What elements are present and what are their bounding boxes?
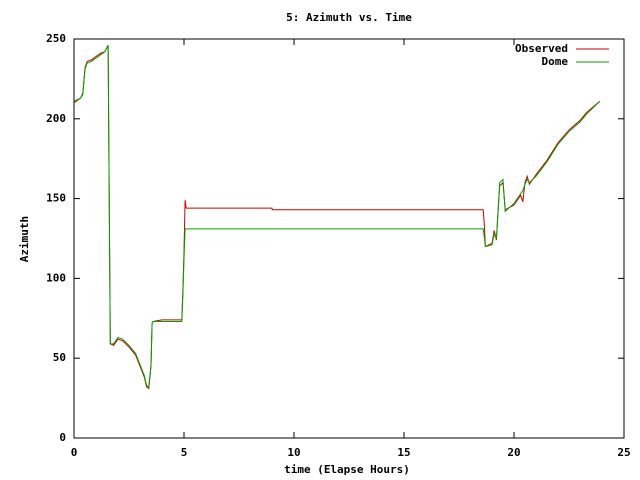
y-tick-label: 150 <box>46 192 66 205</box>
x-tick-label: 25 <box>617 446 630 459</box>
x-axis-label: time (Elapse Hours) <box>284 463 410 476</box>
series-line <box>73 45 601 388</box>
legend-label: Dome <box>542 55 569 68</box>
x-tick-label: 15 <box>397 446 410 459</box>
plot-border <box>73 38 625 439</box>
x-tick-label: 5 <box>181 446 188 459</box>
y-tick-label: 200 <box>46 112 66 125</box>
y-tick-label: 0 <box>59 431 66 444</box>
y-tick-label: 100 <box>46 271 66 284</box>
y-axis-label: Azimuth <box>18 216 31 262</box>
x-tick-label: 0 <box>71 446 78 459</box>
y-tick-label: 50 <box>53 351 66 364</box>
chart-title: 5: Azimuth vs. Time <box>286 11 412 24</box>
y-tick-label: 250 <box>46 32 66 45</box>
x-tick-label: 20 <box>507 446 520 459</box>
x-tick-label: 10 <box>287 446 300 459</box>
legend-label: Observed <box>515 42 568 55</box>
